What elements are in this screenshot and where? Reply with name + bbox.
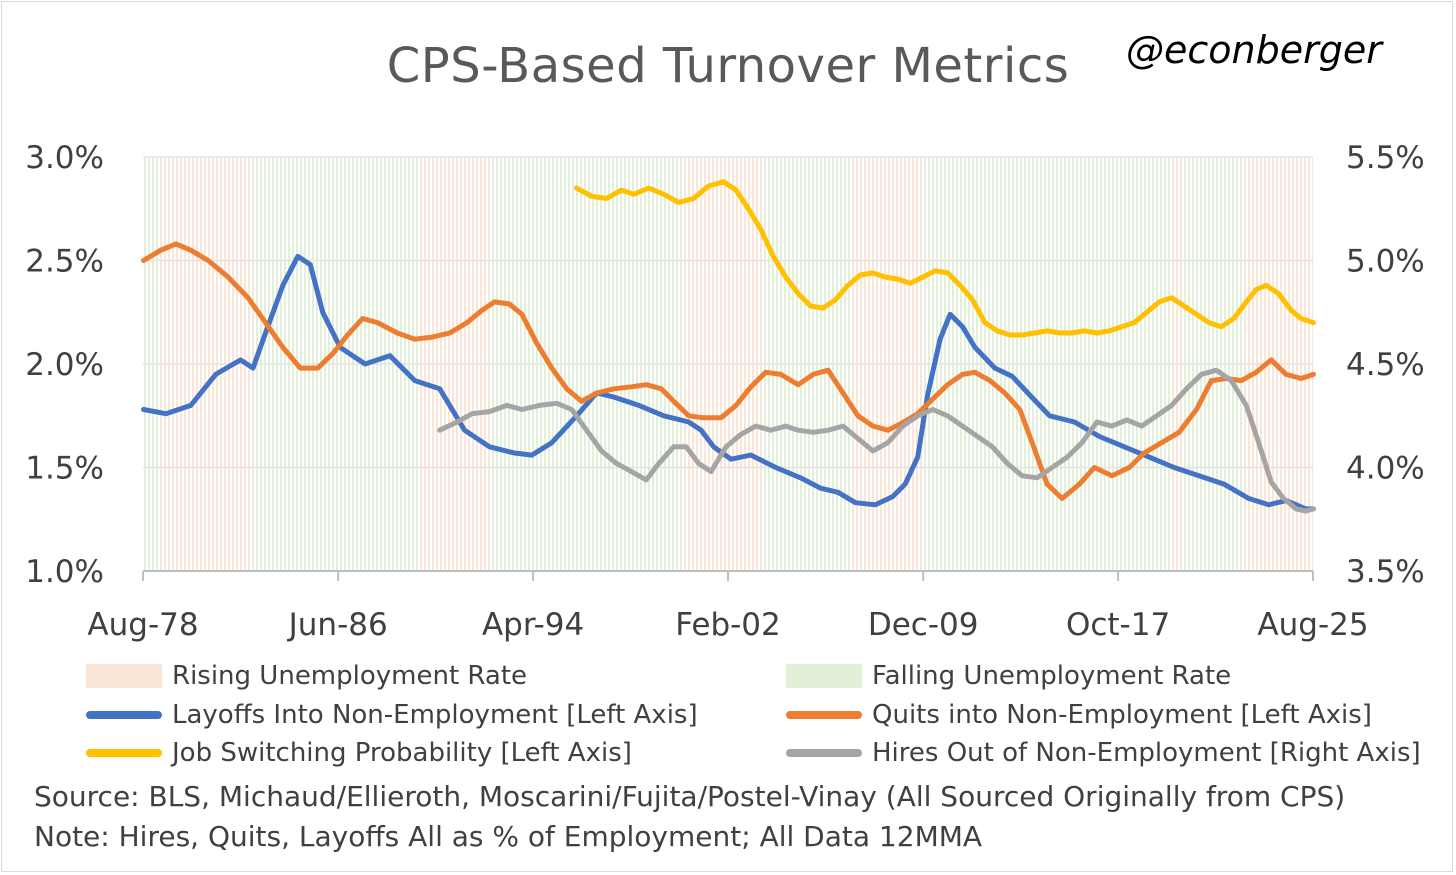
- tick-labels: 1.0% 1.5% 2.0% 2.5% 3.0% 3.5% 4.0% 4.5% 5.0% 5.5%…: [25, 140, 1425, 643]
- y-left-tick-label-2: 2.0%: [25, 347, 104, 383]
- legend-label-falling: Falling Unemployment Rate: [872, 661, 1232, 691]
- x-tick-label-2: Apr-94: [482, 607, 584, 643]
- legend-quits: Quits into Non-Employment [Left Axis]: [786, 696, 1372, 734]
- legend-label-hires: Hires Out of Non-Employment [Right Axis]: [872, 738, 1421, 768]
- x-tick-label-0: Aug-78: [87, 607, 198, 643]
- legend-rising-unemployment: Rising Unemployment Rate: [86, 657, 527, 695]
- series-line-1: [141, 241, 1316, 501]
- chart-title: CPS-Based Turnover Metrics: [386, 38, 1070, 94]
- legend-label-quits: Quits into Non-Employment [Left Axis]: [872, 700, 1372, 730]
- y-left-tick-label-4: 3.0%: [25, 140, 104, 176]
- y-right-tick-label-3: 5.0%: [1346, 244, 1425, 280]
- author-handle: @econberger: [1126, 28, 1382, 72]
- y-left-tick-label-1: 1.5%: [25, 451, 104, 487]
- legend-label-rising: Rising Unemployment Rate: [172, 661, 528, 691]
- legend-falling-unemployment: Falling Unemployment Rate: [786, 657, 1231, 695]
- legend-label-job-switching: Job Switching Probability [Left Axis]: [172, 738, 632, 768]
- series-lines: [141, 179, 1316, 514]
- y-right-tick-label-2: 4.5%: [1346, 347, 1425, 383]
- legend-swatch-quits: [786, 711, 862, 719]
- y-left-tick-label-0: 1.0%: [25, 554, 104, 590]
- series-line-0: [141, 253, 1316, 512]
- footnote: Note: Hires, Quits, Layoffs All as % of …: [34, 820, 983, 853]
- x-tick-label-1: Jun-86: [287, 607, 388, 643]
- legend-swatch-hires: [786, 749, 862, 757]
- x-tick-label-6: Aug-25: [1257, 607, 1368, 643]
- x-tick-label-5: Oct-17: [1066, 607, 1170, 643]
- axes: [142, 570, 1314, 581]
- y-right-tick-label-0: 3.5%: [1346, 554, 1425, 590]
- legend-swatch-layoffs: [86, 711, 162, 719]
- y-right-tick-label-1: 4.0%: [1346, 451, 1425, 487]
- legend-label-layoffs: Layoffs Into Non-Employment [Left Axis]: [172, 700, 698, 730]
- legend-job-switching: Job Switching Probability [Left Axis]: [86, 734, 632, 772]
- legend-layoffs: Layoffs Into Non-Employment [Left Axis]: [86, 696, 698, 734]
- y-right-tick-label-4: 5.5%: [1346, 140, 1425, 176]
- legend-swatch-rising: [86, 664, 162, 688]
- x-tick-label-3: Feb-02: [675, 607, 781, 643]
- x-tick-label-4: Dec-09: [868, 607, 979, 643]
- y-left-tick-label-3: 2.5%: [25, 244, 104, 280]
- source-note: Source: BLS, Michaud/Ellieroth, Moscarin…: [34, 780, 1346, 813]
- legend-swatch-falling: [786, 664, 862, 688]
- legend-swatch-job-switching: [86, 749, 162, 757]
- series-line-2: [574, 179, 1316, 338]
- legend-hires: Hires Out of Non-Employment [Right Axis]: [786, 734, 1421, 772]
- series-line-3: [437, 367, 1316, 514]
